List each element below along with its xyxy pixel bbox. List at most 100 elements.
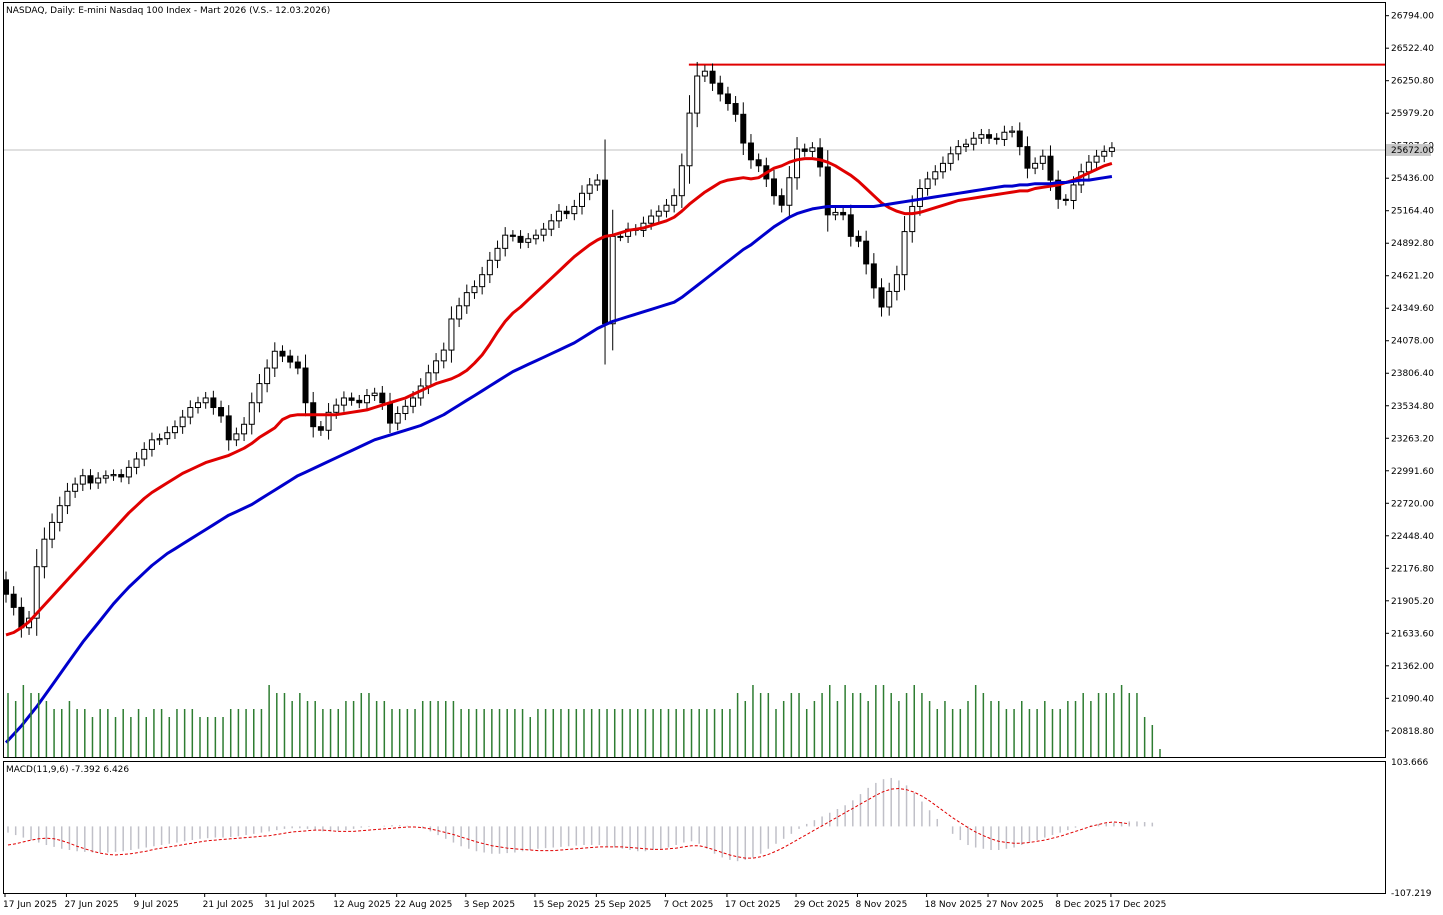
candle [755, 159, 762, 167]
macd-panel-frame [3, 761, 1386, 894]
candle [1047, 155, 1054, 181]
candle [148, 439, 155, 450]
candle [287, 355, 294, 363]
candle [970, 137, 977, 145]
candle [248, 402, 255, 425]
time-tick-label: 22 Aug 2025 [395, 900, 453, 910]
candle [387, 402, 393, 424]
candle [363, 395, 370, 404]
macd-panel [7, 777, 1154, 862]
candle [1062, 198, 1069, 201]
price-tick-label: 22176.80 [1391, 564, 1434, 574]
candle [294, 361, 301, 369]
candle [671, 195, 678, 206]
time-tick-label: 9 Jul 2025 [134, 900, 179, 910]
candle [1093, 155, 1100, 163]
price-tick-label: 25436.00 [1391, 174, 1434, 184]
candle [648, 215, 655, 224]
time-tick-label: 8 Dec 2025 [1055, 900, 1107, 910]
chart-title: NASDAQ, Daily: E-mini Nasdaq 100 Index -… [6, 6, 330, 16]
price-tick-label: 20818.80 [1391, 727, 1434, 737]
price-tick-label: 23534.80 [1391, 402, 1434, 412]
time-tick-label: 17 Jun 2025 [3, 900, 57, 910]
candle [79, 475, 86, 485]
candle [924, 178, 931, 190]
time-tick-label: 31 Jul 2025 [264, 900, 315, 910]
price-tick-label: 21633.60 [1391, 629, 1434, 639]
candle [41, 538, 48, 568]
candle [986, 134, 993, 139]
candle [302, 367, 309, 404]
candle [932, 171, 939, 180]
candle [486, 259, 493, 276]
candle [456, 305, 463, 320]
candle [110, 474, 117, 477]
time-tick-label: 18 Nov 2025 [925, 900, 983, 910]
ema-fast-line [5, 157, 1113, 637]
candle [271, 350, 278, 369]
candle [1001, 131, 1008, 140]
time-tick-label: 27 Jun 2025 [64, 900, 118, 910]
candle [832, 211, 839, 216]
macd-tick-label: -107.219 [1391, 889, 1432, 899]
candle [701, 70, 708, 77]
candle [87, 475, 94, 484]
candle [356, 399, 363, 404]
candle [778, 195, 785, 206]
time-tick-label: 21 Jul 2025 [203, 900, 254, 910]
macd-tick-label: 103.666 [1391, 758, 1428, 768]
candle [563, 210, 570, 215]
candle [448, 318, 455, 351]
candle [279, 350, 286, 357]
candle [348, 397, 355, 401]
candle [571, 205, 578, 215]
candle [909, 205, 916, 233]
candle [509, 234, 516, 237]
price-tick-label: 22991.60 [1391, 467, 1434, 477]
candle [440, 349, 447, 362]
price-tick-label: 22720.00 [1391, 499, 1434, 509]
candle [724, 93, 731, 105]
candle [49, 521, 56, 540]
candle [1016, 130, 1023, 148]
candle [471, 286, 478, 294]
candle [425, 372, 432, 387]
price-tick-label: 26522.40 [1391, 44, 1434, 54]
candle [233, 433, 240, 441]
candle [863, 240, 870, 265]
candle [402, 405, 409, 415]
candle [195, 402, 201, 409]
candle [225, 415, 232, 441]
candle [771, 178, 777, 197]
macd-label: MACD(11,9,6) -7.392 6.426 [6, 765, 129, 775]
candle [1009, 130, 1016, 133]
candle [786, 177, 793, 206]
candle [56, 505, 63, 523]
price-tick-label: 26250.80 [1391, 77, 1434, 87]
candle [916, 188, 923, 207]
price-tick-label: 24892.80 [1391, 239, 1434, 249]
candle [164, 432, 171, 440]
candle [555, 210, 562, 222]
candle [548, 220, 555, 230]
price-tick-label: 24621.20 [1391, 272, 1434, 282]
price-tick-label: 25979.20 [1391, 109, 1434, 119]
candle [809, 147, 816, 152]
candle [840, 211, 847, 216]
price-tick-label: 23263.20 [1391, 434, 1434, 444]
candle [824, 166, 831, 216]
candle [433, 360, 440, 374]
candle [855, 235, 862, 242]
candle [133, 458, 140, 468]
candle [171, 426, 178, 434]
candle [102, 475, 109, 479]
candle [1070, 184, 1077, 201]
price-tick-label: 24078.00 [1391, 337, 1434, 347]
candle [602, 179, 609, 325]
candle [210, 397, 217, 409]
candle [325, 411, 332, 431]
candle [517, 235, 524, 243]
candle [709, 70, 716, 84]
price-tick-label: 21905.20 [1391, 597, 1434, 607]
